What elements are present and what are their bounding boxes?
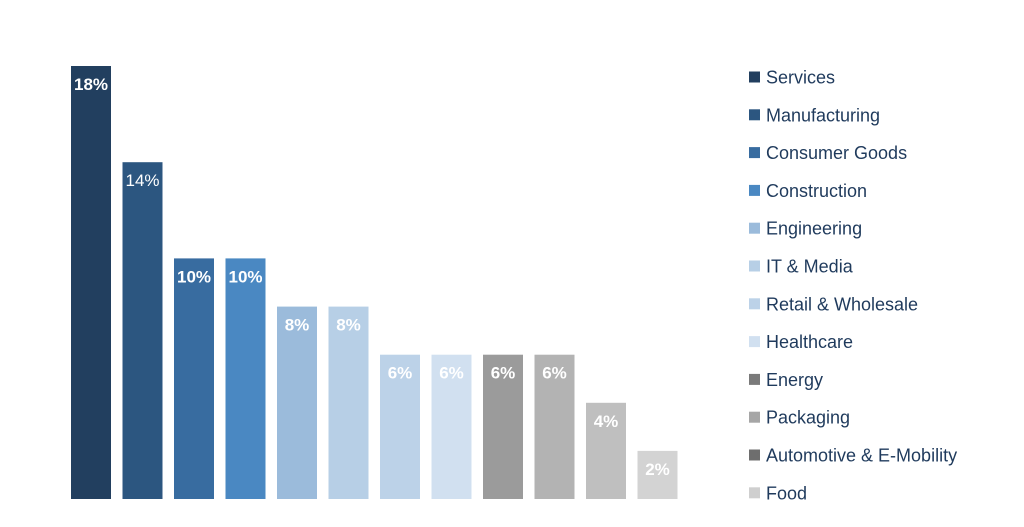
value-label-services: 18%	[74, 75, 108, 94]
legend-item-construction: Construction	[749, 181, 867, 201]
legend-label-retail-wholesale: Retail & Wholesale	[766, 294, 918, 314]
legend-label-construction: Construction	[766, 181, 867, 201]
bar-engineering	[277, 306, 317, 499]
legend-swatch-energy	[749, 373, 760, 385]
legend-swatch-healthcare	[749, 336, 760, 348]
bar-services	[71, 66, 111, 499]
legend-label-food: Food	[766, 483, 807, 503]
bar-it-media	[328, 306, 369, 499]
bar-manufacturing	[122, 162, 163, 499]
legend-label-packaging: Packaging	[766, 408, 850, 428]
value-label-automotive-e-mobility: 4%	[594, 412, 619, 431]
bars-group	[71, 66, 678, 499]
legend-swatch-automotive-e-mobility	[749, 449, 760, 461]
bar-energy	[483, 354, 523, 499]
value-labels-group: 18% 14% 10% 10% 8% 8% 6% 6% 6% 6% 4% 2%	[74, 75, 670, 479]
legend-item-retail-wholesale: Retail & Wholesale	[749, 294, 918, 314]
value-label-healthcare: 6%	[439, 364, 464, 383]
value-label-engineering: 8%	[285, 316, 310, 335]
bar-healthcare	[431, 354, 472, 499]
legend-swatch-food	[749, 487, 760, 499]
legend-swatch-retail-wholesale	[749, 298, 760, 310]
value-label-packaging: 6%	[542, 364, 567, 383]
bar-automotive-e-mobility	[586, 402, 626, 499]
legend-swatch-it-media	[749, 260, 760, 272]
legend-label-energy: Energy	[766, 370, 823, 390]
bar-retail-wholesale	[380, 354, 420, 499]
legend-item-packaging: Packaging	[749, 408, 850, 428]
value-label-construction: 10%	[228, 267, 262, 286]
legend-swatch-construction	[749, 184, 760, 196]
legend-item-healthcare: Healthcare	[749, 332, 853, 352]
legend-label-consumer-goods: Consumer Goods	[766, 143, 907, 163]
legend-item-it-media: IT & Media	[749, 257, 854, 277]
value-label-it-media: 8%	[336, 316, 361, 335]
legend-swatch-engineering	[749, 222, 760, 234]
value-label-retail-wholesale: 6%	[388, 364, 413, 383]
legend: Services Manufacturing Consumer Goods Const…	[749, 68, 957, 503]
legend-label-engineering: Engineering	[766, 219, 862, 239]
legend-label-manufacturing: Manufacturing	[766, 105, 880, 125]
legend-item-manufacturing: Manufacturing	[749, 105, 880, 125]
legend-label-healthcare: Healthcare	[766, 332, 853, 352]
legend-label-services: Services	[766, 68, 835, 88]
bar-construction	[225, 258, 266, 499]
legend-swatch-services	[749, 71, 760, 83]
legend-item-energy: Energy	[749, 370, 823, 390]
legend-swatch-manufacturing	[749, 109, 760, 121]
legend-swatch-consumer-goods	[749, 147, 760, 159]
legend-item-consumer-goods: Consumer Goods	[749, 143, 907, 163]
value-label-energy: 6%	[491, 364, 516, 383]
legend-swatch-packaging	[749, 411, 760, 423]
legend-item-automotive-e-mobility: Automotive & E-Mobility	[749, 446, 957, 466]
legend-label-it-media: IT & Media	[766, 257, 854, 277]
bar-food	[637, 450, 678, 499]
value-label-manufacturing: 14%	[125, 171, 159, 190]
legend-label-automotive-e-mobility: Automotive & E-Mobility	[766, 446, 957, 466]
bar-consumer-goods	[174, 258, 214, 499]
legend-item-services: Services	[749, 68, 835, 88]
legend-item-food: Food	[749, 483, 807, 503]
legend-item-engineering: Engineering	[749, 219, 862, 239]
bar-packaging	[534, 354, 575, 499]
value-label-consumer-goods: 10%	[177, 267, 211, 286]
value-label-food: 2%	[645, 460, 670, 479]
